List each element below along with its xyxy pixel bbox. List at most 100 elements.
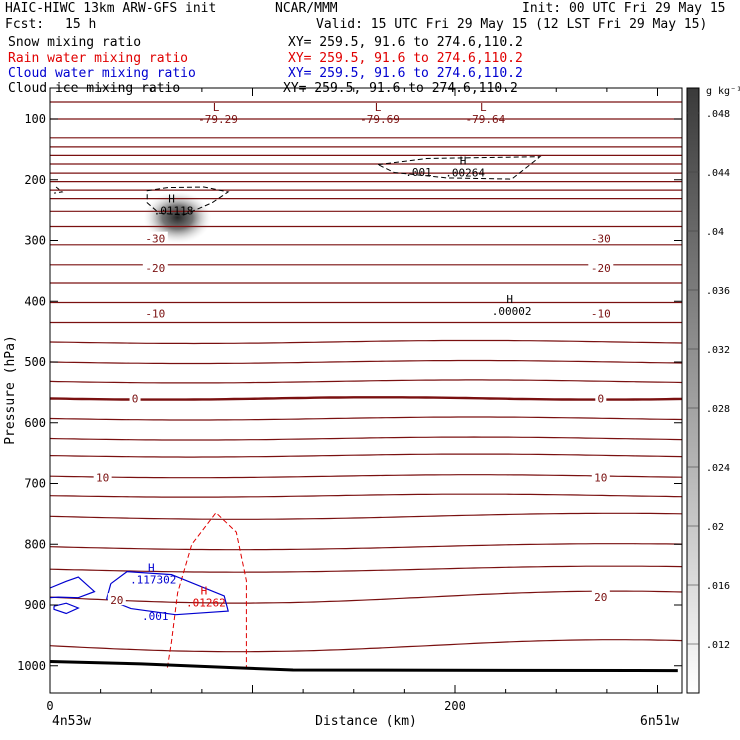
temperature-contour [50, 416, 682, 421]
y-tick-label: 600 [24, 416, 46, 430]
header-fcst-value: 15 h [65, 17, 97, 32]
colorbar-tick-label: .028 [706, 404, 730, 415]
temperature-contour-label: -30 [145, 233, 165, 246]
cloud-water-contour [50, 576, 96, 599]
extremum-marker: L [375, 101, 382, 114]
snow-shading [143, 191, 212, 244]
temperature-contour-label: 10 [96, 471, 109, 484]
extremum-marker: H [168, 192, 175, 205]
y-tick-label: 500 [24, 355, 46, 369]
temperature-contour [50, 379, 682, 384]
temperature-contour [50, 639, 682, 653]
x-tick-label: 200 [444, 699, 466, 713]
temperature-contour-label: 10 [594, 471, 607, 484]
temperature-contour [50, 543, 682, 551]
field-name-snow: Snow mixing ratio [8, 35, 142, 50]
temperature-contour-label: -10 [591, 307, 611, 320]
temperature-contour [50, 474, 682, 479]
temperature-contour [50, 436, 682, 441]
colorbar-tick-label: .036 [706, 286, 730, 297]
contour-label-bg [588, 231, 614, 244]
extremum-value: .00264 [445, 167, 485, 180]
temperature-contour [50, 512, 682, 520]
colorbar-tick-label: .044 [706, 168, 730, 179]
x-axis-label: Distance (km) [315, 714, 417, 729]
temperature-contour [50, 453, 682, 458]
snow-contour [146, 186, 230, 216]
extremum-value: -79.64 [465, 113, 505, 126]
contour-label-bg [595, 391, 607, 404]
contour-label-bg [142, 306, 168, 319]
y-tick-label: 300 [24, 234, 46, 248]
colorbar-tick-label: .04 [706, 227, 724, 238]
contour-label-bg [93, 470, 112, 483]
colorbar-tick-label: .016 [706, 581, 730, 592]
cloud-water-contour [53, 602, 80, 615]
temperature-contour-label: 20 [110, 594, 123, 607]
extremum-value: -79.29 [198, 113, 238, 126]
field-xy-cloud-water: XY= 259.5, 91.6 to 274.6,110.2 [288, 66, 523, 81]
contour-label-bg [142, 260, 168, 273]
field-name-rain: Rain water mixing ratio [8, 51, 189, 66]
colorbar-tick-label: .024 [706, 463, 730, 474]
y-tick-label: 400 [24, 294, 46, 308]
extremum-value: .01262 [186, 597, 226, 610]
temperature-contour [50, 590, 682, 604]
extremum-marker: L [480, 101, 487, 114]
temperature-contour-label: -20 [145, 262, 165, 275]
field-name-cloud-water: Cloud water mixing ratio [8, 66, 196, 81]
x-tick-label: 0 [46, 699, 53, 713]
contour-label-bg [142, 231, 168, 244]
rain-contour [166, 511, 247, 669]
header-init: Init: 00 UTC Fri 29 May 15 [522, 1, 726, 16]
colorbar-tick-label: .02 [706, 522, 724, 533]
y-tick-label: 1000 [17, 659, 46, 673]
y-tick-label: 200 [24, 173, 46, 187]
y-axis-label: Pressure (hPa) [3, 335, 18, 445]
snow-contour [53, 186, 64, 194]
colorbar-tick-label: .048 [706, 109, 730, 120]
contour-label-bg [107, 593, 126, 606]
colorbar-tick-label: .032 [706, 345, 730, 356]
temperature-contour-label: 20 [594, 591, 607, 604]
y-tick-label: 800 [24, 537, 46, 551]
colorbar-tick-label: .012 [706, 640, 730, 651]
contour-label-bg [591, 470, 610, 483]
temperature-contour-label: 0 [597, 392, 604, 405]
temperature-contour-label: -20 [591, 262, 611, 275]
extremum-marker: H [506, 293, 513, 306]
zero-isotherm [50, 396, 682, 401]
header-title: HAIC-HIWC 13km ARW-GFS init [5, 1, 217, 16]
extremum-marker: H [460, 155, 467, 168]
x-end-label-right: 6n51w [640, 714, 679, 729]
y-tick-label: 700 [24, 477, 46, 491]
temperature-contour-label: 0 [132, 392, 139, 405]
extremum-marker: H [148, 562, 155, 575]
contour-label-bg [588, 260, 614, 273]
field-xy-rain: XY= 259.5, 91.6 to 274.6,110.2 [288, 51, 523, 66]
header-valid: Valid: 15 UTC Fri 29 May 15 (12 LST Fri … [316, 17, 708, 32]
extremum-marker: H [201, 585, 208, 598]
ground-surface-line [49, 660, 678, 673]
contour-label-bg [591, 590, 610, 603]
extremum-value: -79.69 [360, 113, 400, 126]
temperature-contour-label: -10 [145, 307, 165, 320]
field-xy-snow: XY= 259.5, 91.6 to 274.6,110.2 [288, 35, 523, 50]
extremum-value: .01118 [154, 204, 194, 217]
y-tick-label: 100 [24, 112, 46, 126]
extremum-value: .00002 [492, 305, 532, 318]
colorbar-unit-label: g kg⁻¹ [706, 86, 740, 97]
contour-value-label: .001 [405, 166, 432, 179]
plot-frame [49, 87, 683, 694]
contour-label-bg [129, 391, 141, 404]
snow-contour [376, 156, 542, 180]
temperature-contour [50, 359, 682, 365]
temperature-contour [50, 339, 682, 345]
temperature-contour [50, 493, 682, 498]
extremum-value: .117302 [130, 574, 176, 587]
contour-label-bg [588, 306, 614, 319]
x-end-label-left: 4n53w [52, 714, 91, 729]
contour-value-label: .001 [142, 610, 169, 623]
header-fcst-label: Fcst: [5, 17, 45, 32]
